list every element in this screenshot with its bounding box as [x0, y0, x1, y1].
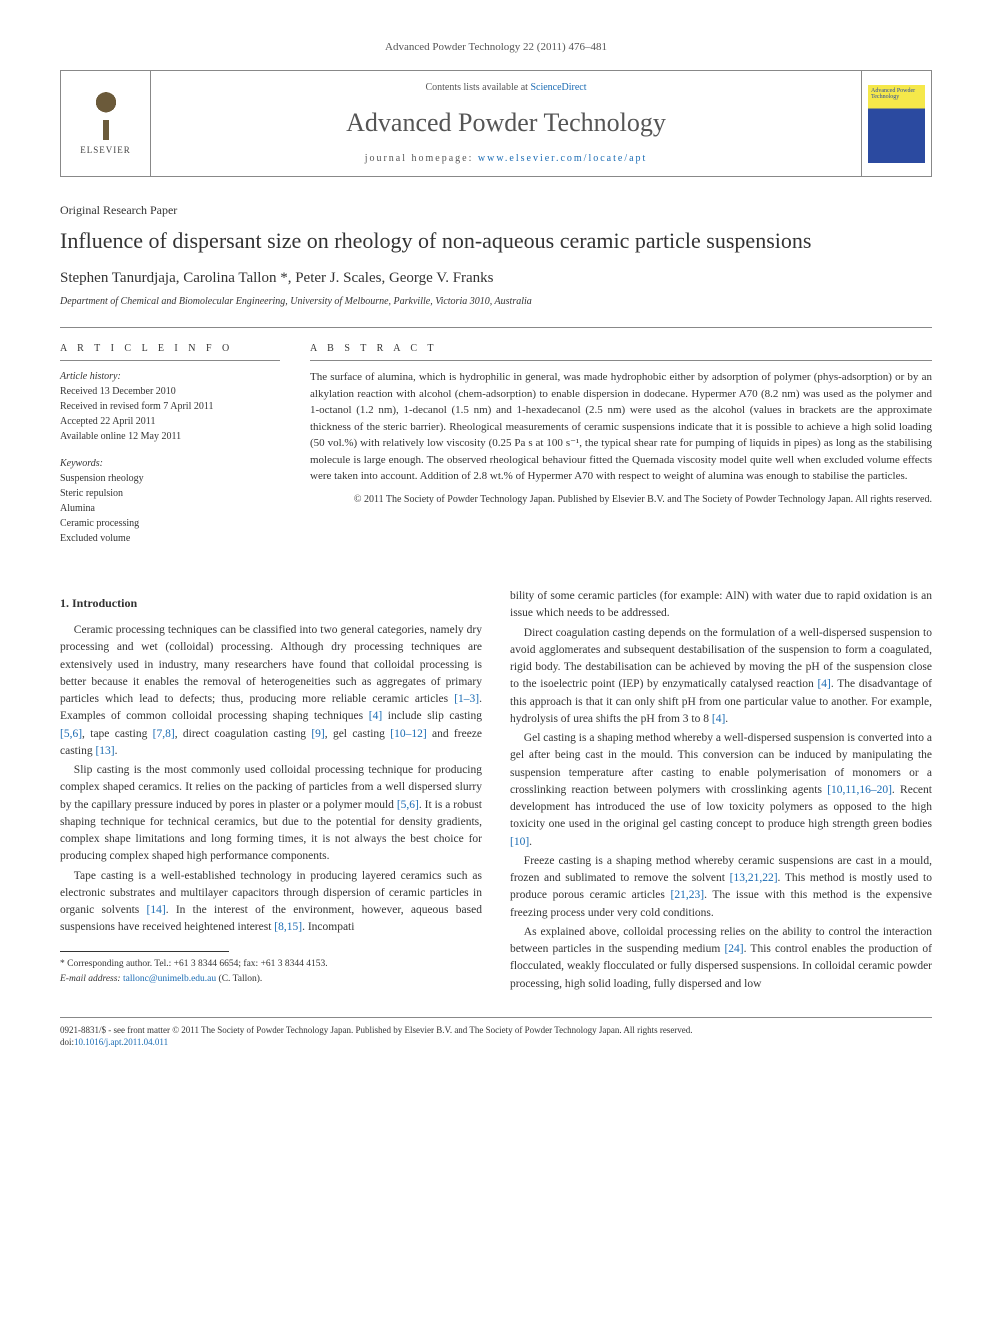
journal-reference: Advanced Powder Technology 22 (2011) 476… — [60, 40, 932, 55]
history-label: Article history: — [60, 369, 280, 384]
body-text: , tape casting — [82, 728, 153, 740]
body-paragraph: As explained above, colloidal processing… — [510, 924, 932, 993]
paper-type: Original Research Paper — [60, 202, 932, 219]
elsevier-tree-icon — [81, 90, 131, 140]
ref-link[interactable]: [13] — [95, 745, 114, 757]
homepage-line: journal homepage: www.elsevier.com/locat… — [365, 152, 648, 166]
keyword: Steric repulsion — [60, 486, 280, 501]
paper-title: Influence of dispersant size on rheology… — [60, 227, 932, 255]
body-columns: 1. Introduction Ceramic processing techn… — [60, 588, 932, 995]
ref-link[interactable]: [13,21,22] — [730, 872, 778, 884]
email-suffix: (C. Tallon). — [216, 974, 262, 984]
meta-abstract-row: A R T I C L E I N F O Article history: R… — [60, 327, 932, 558]
ref-link[interactable]: [10,11,16–20] — [827, 784, 892, 796]
corresponding-author-footnote: * Corresponding author. Tel.: +61 3 8344… — [60, 958, 482, 971]
ref-link[interactable]: [10–12] — [390, 728, 426, 740]
body-paragraph: bility of some ceramic particles (for ex… — [510, 588, 932, 623]
body-text: , direct coagulation casting — [175, 728, 312, 740]
ref-link[interactable]: [14] — [147, 904, 166, 916]
email-link[interactable]: tallonc@unimelb.edu.au — [123, 974, 216, 984]
body-paragraph: Slip casting is the most commonly used c… — [60, 762, 482, 866]
ref-link[interactable]: [7,8] — [153, 728, 175, 740]
journal-cover: Advanced Powder Technology — [861, 71, 931, 175]
keywords-label: Keywords: — [60, 456, 280, 471]
article-history: Article history: Received 13 December 20… — [60, 369, 280, 444]
ref-link[interactable]: [4] — [712, 713, 725, 725]
body-text: Ceramic processing techniques can be cla… — [60, 624, 482, 705]
ref-link[interactable]: [21,23] — [671, 889, 705, 901]
ref-link[interactable]: [5,6] — [60, 728, 82, 740]
received-date: Received 13 December 2010 — [60, 384, 280, 399]
keywords-block: Keywords: Suspension rheology Steric rep… — [60, 456, 280, 546]
email-footnote: E-mail address: tallonc@unimelb.edu.au (… — [60, 973, 482, 986]
homepage-link[interactable]: www.elsevier.com/locate/apt — [478, 153, 647, 164]
revised-date: Received in revised form 7 April 2011 — [60, 399, 280, 414]
body-text: include slip casting — [382, 710, 482, 722]
affiliation: Department of Chemical and Biomolecular … — [60, 295, 932, 309]
footer-doi: doi:10.1016/j.apt.2011.04.011 — [60, 1036, 932, 1049]
online-date: Available online 12 May 2011 — [60, 429, 280, 444]
elsevier-logo: ELSEVIER — [61, 71, 151, 175]
body-text: . — [725, 713, 728, 725]
body-paragraph: Direct coagulation casting depends on th… — [510, 625, 932, 729]
contents-line: Contents lists available at ScienceDirec… — [425, 81, 586, 95]
ref-link[interactable]: [4] — [817, 678, 830, 690]
body-paragraph: Gel casting is a shaping method whereby … — [510, 730, 932, 851]
abstract-heading: A B S T R A C T — [310, 342, 932, 361]
journal-title: Advanced Powder Technology — [346, 105, 666, 141]
elsevier-label: ELSEVIER — [80, 144, 131, 157]
section-1-heading: 1. Introduction — [60, 594, 482, 612]
email-label: E-mail address: — [60, 974, 123, 984]
footer-copyright: 0921-8831/$ - see front matter © 2011 Th… — [60, 1024, 932, 1037]
abstract-text: The surface of alumina, which is hydroph… — [310, 369, 932, 485]
ref-link[interactable]: [1–3] — [454, 693, 479, 705]
abstract-column: A B S T R A C T The surface of alumina, … — [310, 342, 932, 558]
keyword: Ceramic processing — [60, 516, 280, 531]
body-text: . Incompati — [302, 921, 354, 933]
ref-link[interactable]: [4] — [369, 710, 382, 722]
doi-link[interactable]: 10.1016/j.apt.2011.04.011 — [74, 1037, 168, 1047]
keyword: Alumina — [60, 501, 280, 516]
ref-link[interactable]: [10] — [510, 836, 529, 848]
body-text: . — [529, 836, 532, 848]
footer-separator — [60, 1017, 932, 1018]
ref-link[interactable]: [5,6] — [397, 799, 419, 811]
journal-header-box: ELSEVIER Contents lists available at Sci… — [60, 70, 932, 176]
ref-link[interactable]: [8,15] — [274, 921, 302, 933]
doi-label: doi: — [60, 1037, 74, 1047]
accepted-date: Accepted 22 April 2011 — [60, 414, 280, 429]
body-paragraph: Ceramic processing techniques can be cla… — [60, 622, 482, 760]
ref-link[interactable]: [9] — [311, 728, 324, 740]
cover-thumbnail: Advanced Powder Technology — [868, 85, 925, 163]
footnote-separator — [60, 951, 229, 952]
ref-link[interactable]: [24] — [724, 943, 743, 955]
homepage-prefix: journal homepage: — [365, 153, 478, 164]
body-paragraph: Tape casting is a well-established techn… — [60, 868, 482, 937]
abstract-copyright: © 2011 The Society of Powder Technology … — [310, 493, 932, 507]
keyword: Suspension rheology — [60, 471, 280, 486]
keyword: Excluded volume — [60, 531, 280, 546]
sciencedirect-link[interactable]: ScienceDirect — [530, 82, 586, 93]
article-info-column: A R T I C L E I N F O Article history: R… — [60, 342, 280, 558]
body-paragraph: Freeze casting is a shaping method where… — [510, 853, 932, 922]
body-text: , gel casting — [325, 728, 391, 740]
contents-prefix: Contents lists available at — [425, 82, 530, 93]
header-center: Contents lists available at ScienceDirec… — [151, 71, 861, 175]
body-text: . — [115, 745, 118, 757]
article-info-heading: A R T I C L E I N F O — [60, 342, 280, 361]
authors: Stephen Tanurdjaja, Carolina Tallon *, P… — [60, 268, 932, 289]
